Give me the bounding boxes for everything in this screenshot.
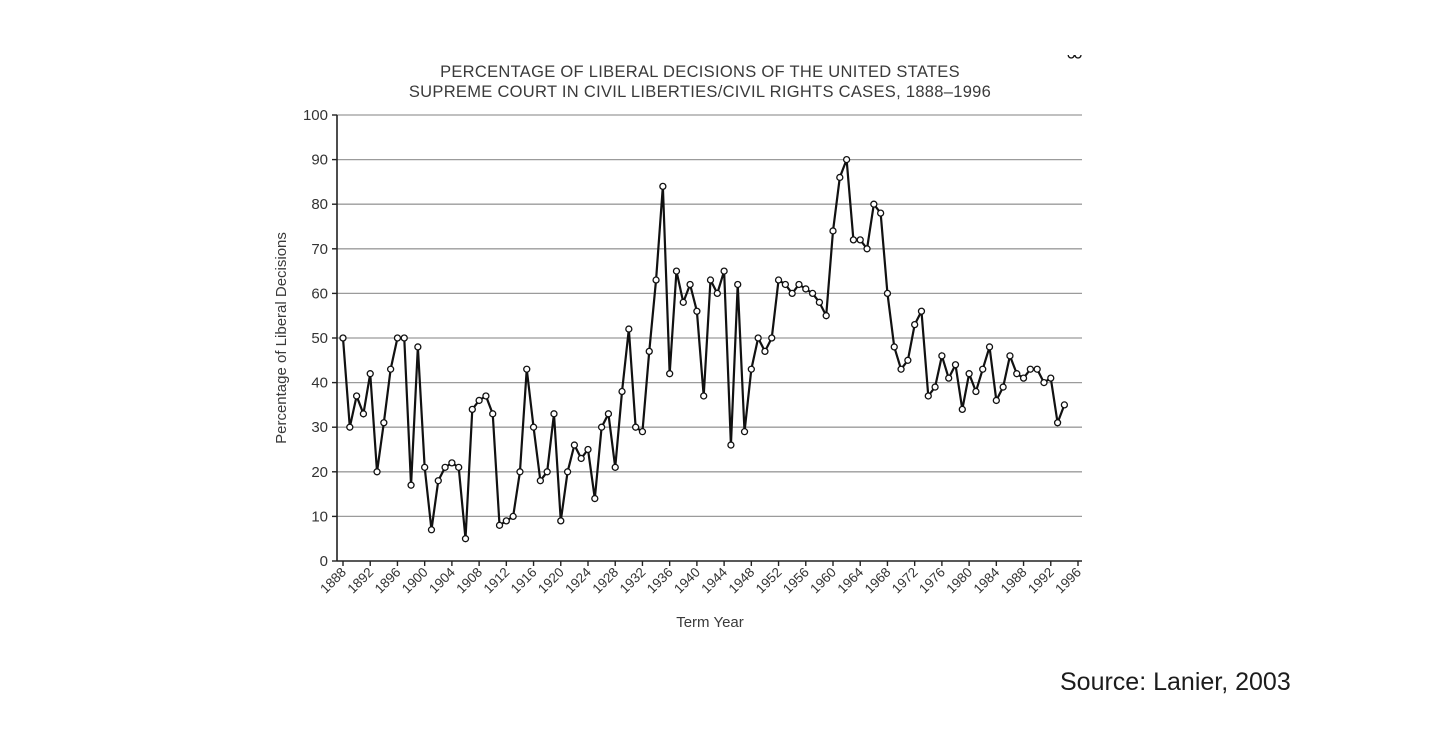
- svg-text:1896: 1896: [372, 565, 404, 597]
- svg-text:70: 70: [311, 241, 328, 258]
- svg-text:80: 80: [311, 196, 328, 213]
- x-axis-title: Term Year: [676, 614, 744, 631]
- svg-text:1968: 1968: [862, 565, 894, 597]
- svg-text:1924: 1924: [562, 564, 594, 596]
- svg-text:1972: 1972: [889, 565, 921, 597]
- svg-text:1984: 1984: [971, 564, 1003, 596]
- chart-title: PERCENTAGE OF LIBERAL DECISIONS OF THE U…: [270, 62, 1130, 102]
- chart-title-line2: SUPREME COURT IN CIVIL LIBERTIES/CIVIL R…: [408, 83, 992, 101]
- svg-text:1936: 1936: [644, 565, 676, 597]
- svg-text:1892: 1892: [344, 565, 376, 597]
- svg-text:10: 10: [311, 508, 328, 525]
- chart-title-line1: PERCENTAGE OF LIBERAL DECISIONS OF THE U…: [440, 63, 960, 81]
- svg-text:1900: 1900: [399, 565, 431, 597]
- svg-text:90: 90: [311, 152, 328, 169]
- svg-text:1916: 1916: [508, 565, 540, 597]
- svg-text:1932: 1932: [617, 565, 649, 597]
- y-axis-title: Percentage of Liberal Decisions: [273, 232, 290, 444]
- svg-text:1980: 1980: [943, 565, 975, 597]
- svg-text:1908: 1908: [453, 565, 485, 597]
- svg-text:1928: 1928: [589, 565, 621, 597]
- svg-text:1964: 1964: [834, 564, 866, 596]
- svg-text:50: 50: [311, 330, 328, 347]
- svg-text:1996: 1996: [1052, 565, 1084, 597]
- svg-text:1912: 1912: [481, 565, 513, 597]
- svg-text:1940: 1940: [671, 565, 703, 597]
- svg-text:1904: 1904: [426, 564, 458, 596]
- svg-text:1956: 1956: [780, 565, 812, 597]
- svg-text:0: 0: [320, 553, 328, 570]
- svg-text:60: 60: [311, 285, 328, 302]
- svg-text:1988: 1988: [998, 565, 1030, 597]
- svg-text:1944: 1944: [698, 564, 730, 596]
- svg-text:1976: 1976: [916, 565, 948, 597]
- svg-text:1952: 1952: [753, 565, 785, 597]
- svg-text:30: 30: [311, 419, 328, 436]
- svg-text:1992: 1992: [1025, 565, 1057, 597]
- svg-text:100: 100: [303, 107, 328, 124]
- svg-text:1948: 1948: [726, 565, 758, 597]
- svg-text:40: 40: [311, 375, 328, 392]
- line-chart: Percentage of Liberal Decisions Term Yea…: [273, 55, 1084, 631]
- svg-text:20: 20: [311, 464, 328, 481]
- svg-text:1960: 1960: [807, 565, 839, 597]
- svg-text:1920: 1920: [535, 565, 567, 597]
- source-note: Source: Lanier, 2003: [1060, 668, 1291, 696]
